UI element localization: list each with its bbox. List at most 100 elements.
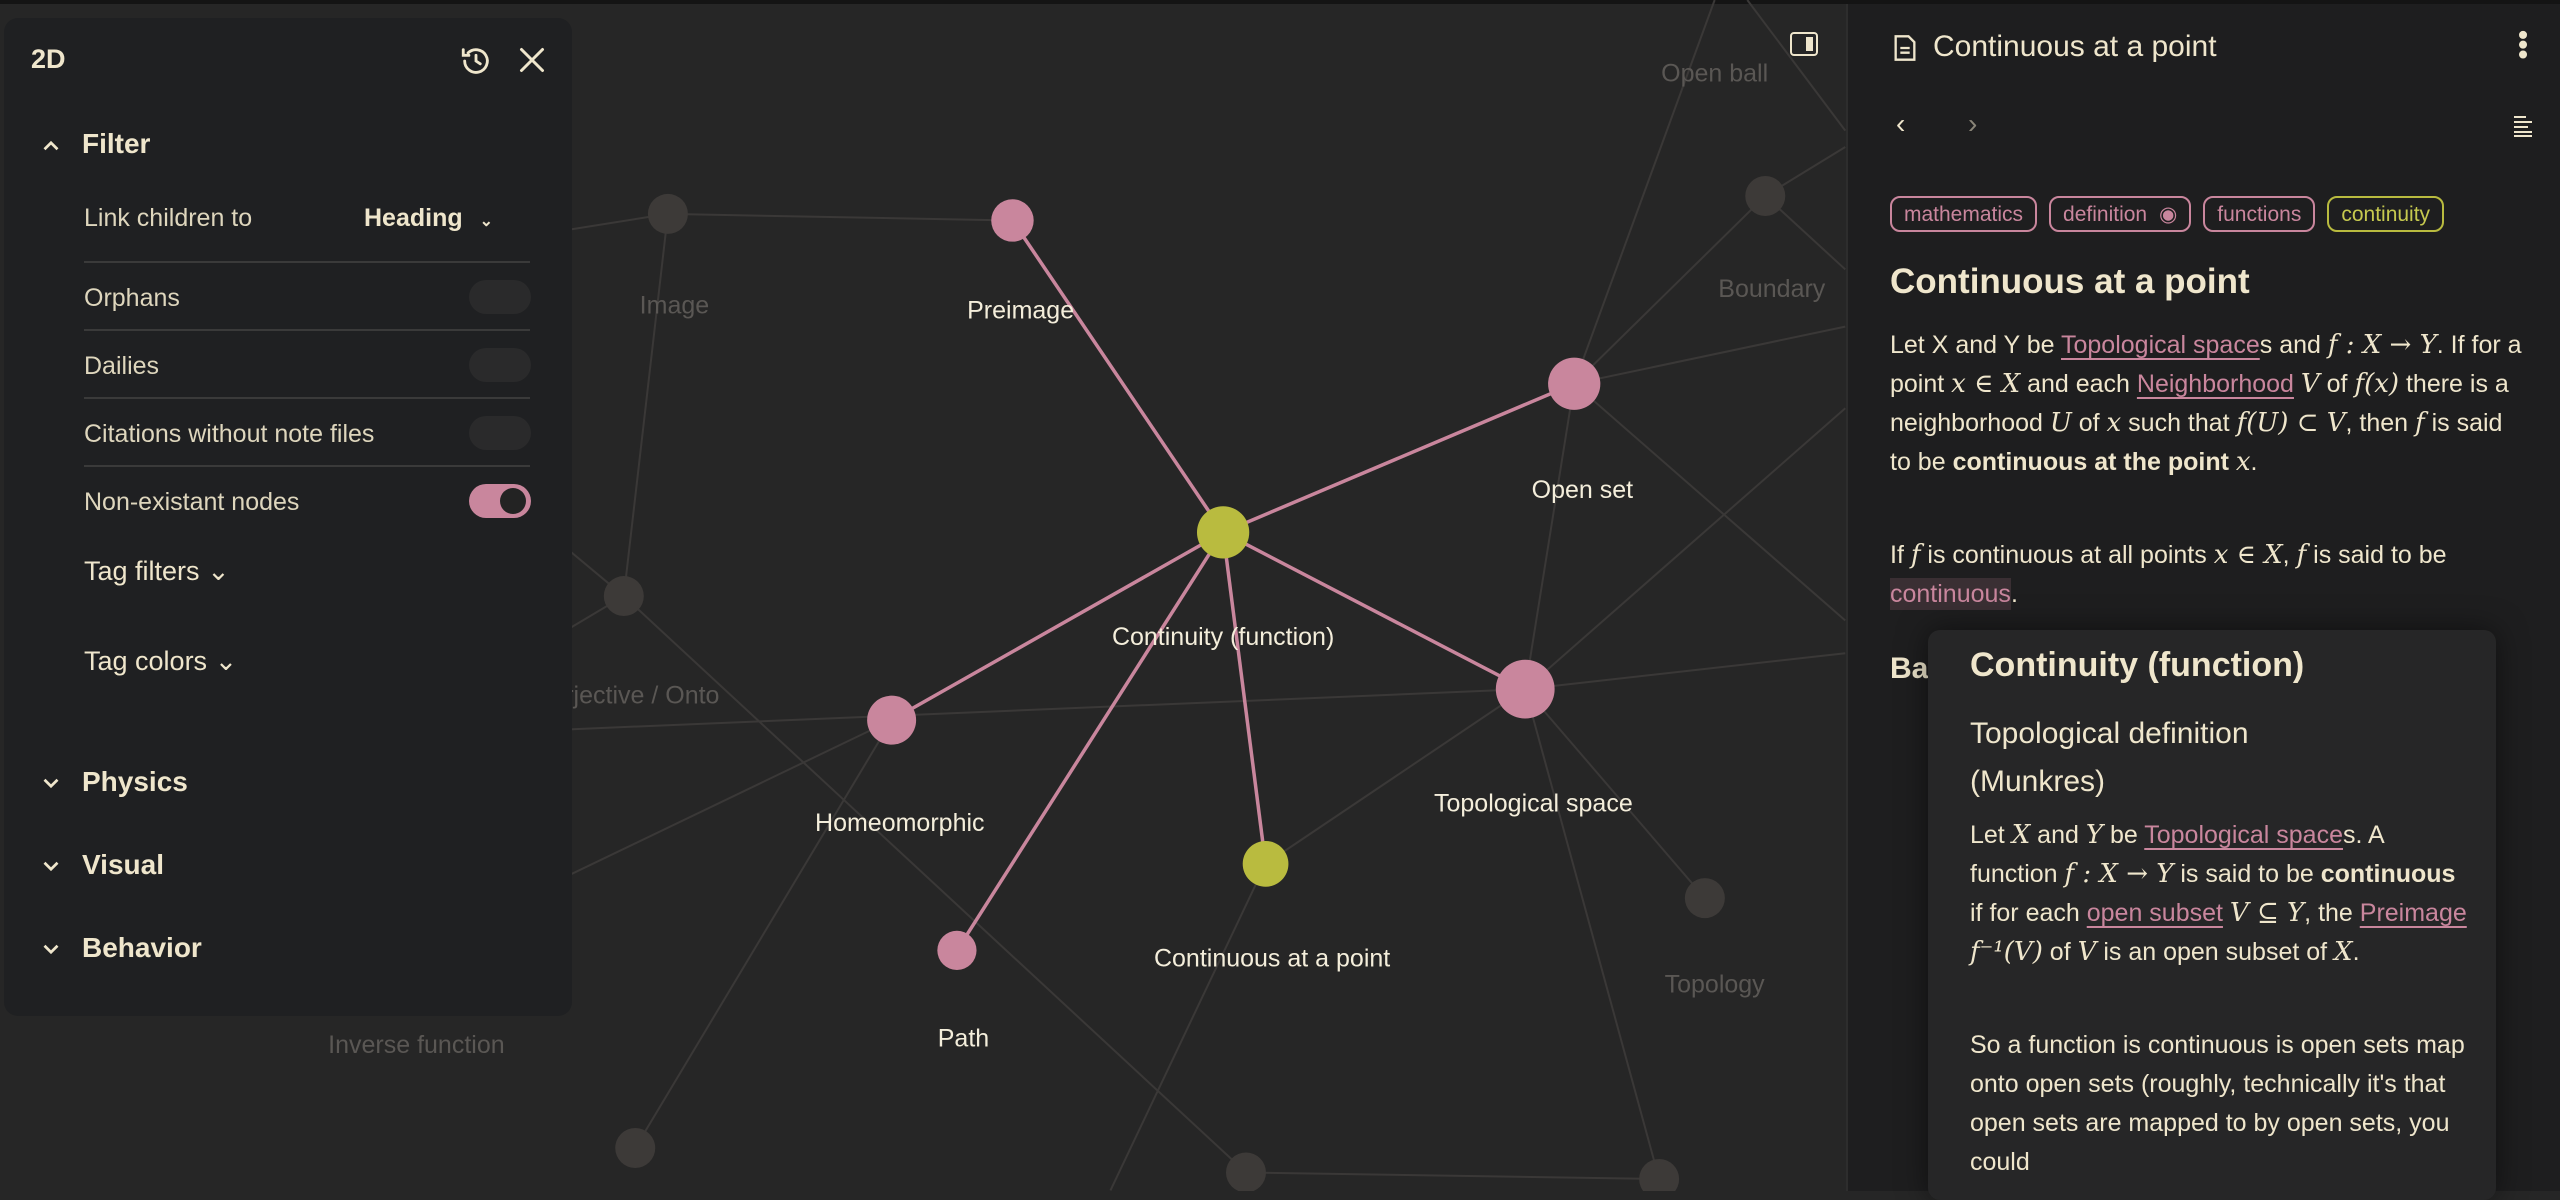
node-contpoint[interactable]: [1242, 840, 1289, 887]
faded-edge: [1746, 0, 1846, 132]
internal-link[interactable]: Neighborhood: [2136, 370, 2294, 398]
chevron-down-icon[interactable]: [38, 936, 64, 962]
text: is said to be: [2173, 860, 2321, 888]
faded-node[interactable]: [1639, 1159, 1680, 1191]
math-expression: x: [2106, 408, 2122, 438]
math-expression: V ⊆ Y: [2229, 898, 2305, 928]
math-expression: f : X → Y: [2064, 859, 2174, 889]
text: ,: [2282, 541, 2297, 569]
math-expression: V: [2300, 369, 2320, 399]
internal-link[interactable]: Topological space: [2144, 821, 2343, 849]
nonexistent-nodes-toggle[interactable]: [469, 484, 531, 518]
tag-label: functions: [2217, 203, 2302, 226]
text: So a function is continuous is open sets…: [1970, 1031, 2465, 1176]
popover-paragraph: So a function is continuous is open sets…: [1970, 1026, 2470, 1182]
tag-label: mathematics: [1904, 203, 2024, 226]
tag-label: continuity: [2341, 203, 2431, 226]
faded-edge: [1524, 383, 1576, 690]
node-openset[interactable]: [1548, 357, 1601, 410]
outline-icon[interactable]: [2512, 114, 2534, 143]
faded-edge: [1573, 383, 1846, 622]
text: is an open subset of: [2096, 938, 2335, 966]
tag-filters-toggle[interactable]: Tag filters ⌄: [84, 556, 230, 587]
eye-icon[interactable]: ◉: [2153, 203, 2178, 226]
node-label: Continuous at a point: [1154, 945, 1390, 973]
behavior-section-header[interactable]: Behavior: [82, 932, 202, 963]
text: .: [2250, 448, 2258, 476]
text: s and: [2259, 331, 2328, 359]
node-path[interactable]: [937, 930, 977, 971]
note-paragraph: If f is continuous at all points x ∈ X, …: [1890, 536, 2530, 614]
faded-node-label: Image: [640, 291, 709, 319]
tag-colors-label: Tag colors: [84, 646, 208, 676]
graph-view[interactable]: Image Surjective / Onto Inverse function Op…: [0, 0, 1846, 1191]
toggle-sidebar-icon[interactable]: [1790, 32, 1818, 56]
internal-link[interactable]: open subset: [2086, 899, 2223, 927]
faded-node[interactable]: [647, 193, 688, 234]
text: s. A function: [1970, 821, 2384, 888]
faded-edge: [1573, 0, 1716, 385]
faded-edge: [623, 595, 1247, 1174]
edge-continuity-contpoint: [1221, 532, 1268, 865]
math-expression: f(U) ⊂ V: [2236, 408, 2346, 438]
filter-section-header[interactable]: Filter: [82, 128, 151, 159]
node-continuity[interactable]: [1196, 506, 1250, 559]
faded-node[interactable]: [615, 1127, 656, 1168]
divider: [84, 465, 530, 467]
note-paragraph: Let X and Y be Topological spaces and f …: [1890, 326, 2530, 482]
internal-link[interactable]: Preimage: [2359, 899, 2467, 927]
text: . If for a point: [1890, 331, 2522, 398]
text: and each: [2020, 370, 2137, 398]
faded-edge: [667, 212, 1013, 222]
back-button[interactable]: ‹: [1896, 108, 1906, 139]
faded-node[interactable]: [1225, 1152, 1266, 1191]
chevron-up-icon[interactable]: [38, 133, 64, 159]
tag-definition[interactable]: definition ◉: [2049, 196, 2192, 232]
history-icon[interactable]: [459, 44, 493, 78]
faded-node[interactable]: [1684, 878, 1725, 919]
close-icon[interactable]: [514, 42, 550, 78]
visual-section-header[interactable]: Visual: [82, 849, 164, 880]
math-expression: f: [1910, 540, 1921, 570]
file-icon: [1893, 34, 1917, 67]
text: , the: [2304, 899, 2360, 927]
tag-functions[interactable]: functions: [2203, 196, 2316, 232]
text: of: [2042, 938, 2078, 966]
tag-mathematics[interactable]: mathematics: [1890, 196, 2038, 232]
chevron-down-icon[interactable]: [38, 853, 64, 879]
faded-node[interactable]: [1745, 175, 1786, 216]
faded-node[interactable]: [603, 576, 644, 617]
tag-continuity[interactable]: continuity: [2327, 196, 2445, 232]
link-children-value: Heading: [364, 204, 463, 232]
link-children-dropdown[interactable]: Heading ⌄: [364, 204, 493, 233]
orphans-toggle[interactable]: [469, 280, 531, 314]
text: if for each: [1970, 899, 2087, 927]
edge-continuity-openset: [1222, 382, 1575, 534]
node-preimage[interactable]: [991, 199, 1034, 242]
internal-link[interactable]: Topological space: [2061, 331, 2260, 359]
faded-edge: [1524, 688, 1706, 899]
chevron-down-icon[interactable]: [38, 770, 64, 796]
forward-button[interactable]: ›: [1968, 108, 1978, 139]
hovered-link[interactable]: continuous: [1890, 578, 2011, 610]
node-topspace[interactable]: [1495, 659, 1555, 719]
tag-colors-toggle[interactable]: Tag colors ⌄: [84, 646, 237, 677]
more-options-icon[interactable]: •••: [2508, 30, 2539, 60]
dailies-toggle[interactable]: [469, 348, 531, 382]
text: be: [2103, 821, 2145, 849]
divider: [84, 261, 530, 263]
math-expression: x: [2235, 447, 2251, 477]
physics-section-header[interactable]: Physics: [82, 766, 188, 797]
popover-subtitle: Topological definition (Munkres): [1970, 717, 2249, 798]
link-preview-popover[interactable]: Continuity (function) Topological defini…: [1928, 630, 2496, 1200]
node-label: Continuity (function): [1112, 623, 1334, 651]
link-children-label: Link children to: [84, 204, 253, 232]
text: Let: [1970, 821, 2012, 849]
math-expression: f: [2296, 540, 2307, 570]
mode-label: 2D: [31, 44, 66, 74]
citations-toggle[interactable]: [469, 416, 531, 450]
text: .: [2352, 938, 2360, 966]
chevron-down-icon: ⌄: [207, 556, 230, 586]
node-homeo[interactable]: [867, 695, 917, 745]
